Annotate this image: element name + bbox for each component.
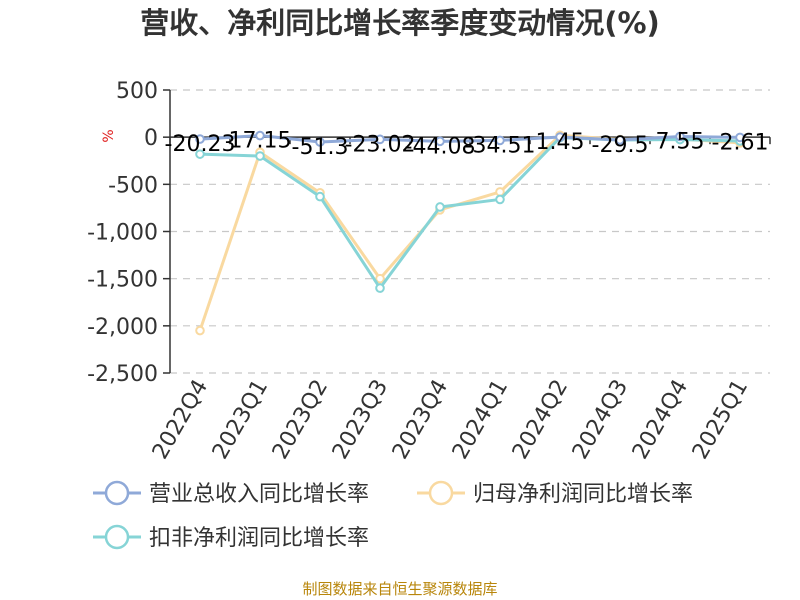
data-label: -29.5 bbox=[592, 133, 649, 158]
data-point bbox=[195, 134, 205, 144]
chart-title: 营收、净利同比增长率季度变动情况(%) bbox=[140, 6, 660, 40]
data-point bbox=[195, 149, 205, 159]
data-label: 1.45 bbox=[536, 130, 585, 155]
data-point bbox=[435, 136, 445, 147]
x-tick-label: 2023Q1 bbox=[208, 376, 273, 464]
legend-item-0[interactable]: 营业总收入同比增长率 bbox=[93, 480, 369, 507]
data-label: -44.08 bbox=[405, 134, 476, 159]
y-tick-label: -1,000 bbox=[87, 221, 158, 246]
series bbox=[195, 130, 745, 336]
legend-label: 扣非净利润同比增长率 bbox=[149, 526, 369, 551]
data-point bbox=[375, 134, 385, 145]
x-tick-label: 2023Q4 bbox=[388, 376, 453, 464]
data-label: -23.02 bbox=[345, 132, 416, 157]
x-tick-label: 2025Q1 bbox=[688, 376, 753, 464]
data-point bbox=[375, 283, 385, 293]
y-axis-label: % bbox=[101, 129, 117, 142]
data-point bbox=[675, 131, 685, 142]
legend-marker bbox=[428, 480, 454, 506]
data-point bbox=[555, 132, 565, 142]
data-label: 17.15 bbox=[229, 129, 292, 154]
y-tick-label: 0 bbox=[144, 126, 158, 151]
y-tick-label: -1,500 bbox=[87, 268, 158, 293]
data-label: -51.3 bbox=[292, 135, 349, 160]
y-tick-label: -500 bbox=[108, 173, 158, 198]
grid bbox=[170, 89, 770, 374]
series-line-2 bbox=[199, 136, 741, 290]
legend-label: 营业总收入同比增长率 bbox=[149, 482, 369, 507]
x-tick-label: 2023Q2 bbox=[268, 376, 333, 464]
data-point bbox=[255, 130, 265, 141]
legend-item-2[interactable]: 扣非净利润同比增长率 bbox=[93, 524, 369, 551]
x-tick-label: 2024Q2 bbox=[508, 376, 573, 464]
series-line-0 bbox=[199, 134, 741, 144]
data-point bbox=[435, 202, 445, 212]
legend-item-1[interactable]: 归母净利润同比增长率 bbox=[417, 480, 693, 507]
legend-marker bbox=[104, 524, 130, 550]
data-label: 7.55 bbox=[656, 129, 705, 154]
data-point bbox=[375, 273, 385, 284]
data-label: -20.23 bbox=[165, 132, 236, 157]
data-point bbox=[315, 191, 325, 202]
y-tick-label: -2,500 bbox=[87, 362, 158, 387]
data-point bbox=[255, 151, 265, 161]
x-tick-label: 2024Q3 bbox=[568, 376, 633, 464]
y-tick-label: 500 bbox=[116, 79, 158, 104]
legend-marker bbox=[104, 480, 130, 506]
x-tick-label: 2023Q3 bbox=[328, 376, 393, 464]
data-point bbox=[315, 137, 325, 147]
data-point bbox=[615, 135, 625, 145]
series-line-1 bbox=[198, 133, 741, 332]
x-tick-label: 2024Q4 bbox=[628, 376, 693, 464]
y-tick-label: -2,000 bbox=[87, 315, 158, 340]
data-point bbox=[495, 194, 505, 205]
data-point bbox=[495, 135, 505, 146]
x-tick-label: 2022Q4 bbox=[148, 376, 213, 464]
data-label: -2.61 bbox=[712, 130, 769, 155]
data-point bbox=[735, 132, 745, 143]
data-label: -34.51 bbox=[465, 133, 536, 158]
x-tick-label: 2024Q1 bbox=[448, 376, 513, 464]
source-note: 制图数据来自恒生聚源数据库 bbox=[302, 580, 497, 598]
data-point bbox=[195, 325, 205, 336]
legend-label: 归母净利润同比增长率 bbox=[473, 482, 693, 507]
